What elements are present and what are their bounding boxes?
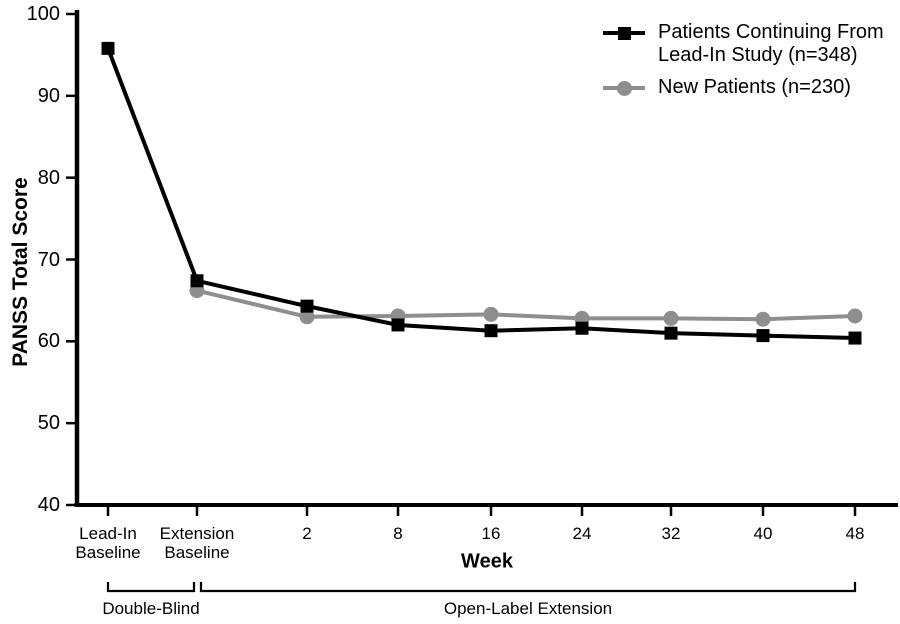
phase-bracket (199, 582, 857, 593)
data-point-circle-marker (755, 311, 771, 327)
data-point-square-marker (484, 324, 498, 338)
data-point-square-marker (190, 274, 204, 288)
data-point-circle-marker (299, 309, 315, 325)
phase-bracket (106, 582, 196, 593)
data-point-circle-marker (847, 308, 863, 324)
data-point-square-marker (391, 318, 405, 332)
data-point-square-marker (575, 321, 589, 335)
data-point-square-marker (756, 329, 770, 343)
data-point-circle-marker (483, 306, 499, 322)
data-point-square-marker (848, 331, 862, 345)
series-line-circle (196, 288, 856, 322)
data-point-square-marker (101, 41, 115, 55)
data-point-square-marker (300, 299, 314, 313)
data-point-circle-marker (663, 310, 679, 326)
data-point-square-marker (664, 326, 678, 340)
